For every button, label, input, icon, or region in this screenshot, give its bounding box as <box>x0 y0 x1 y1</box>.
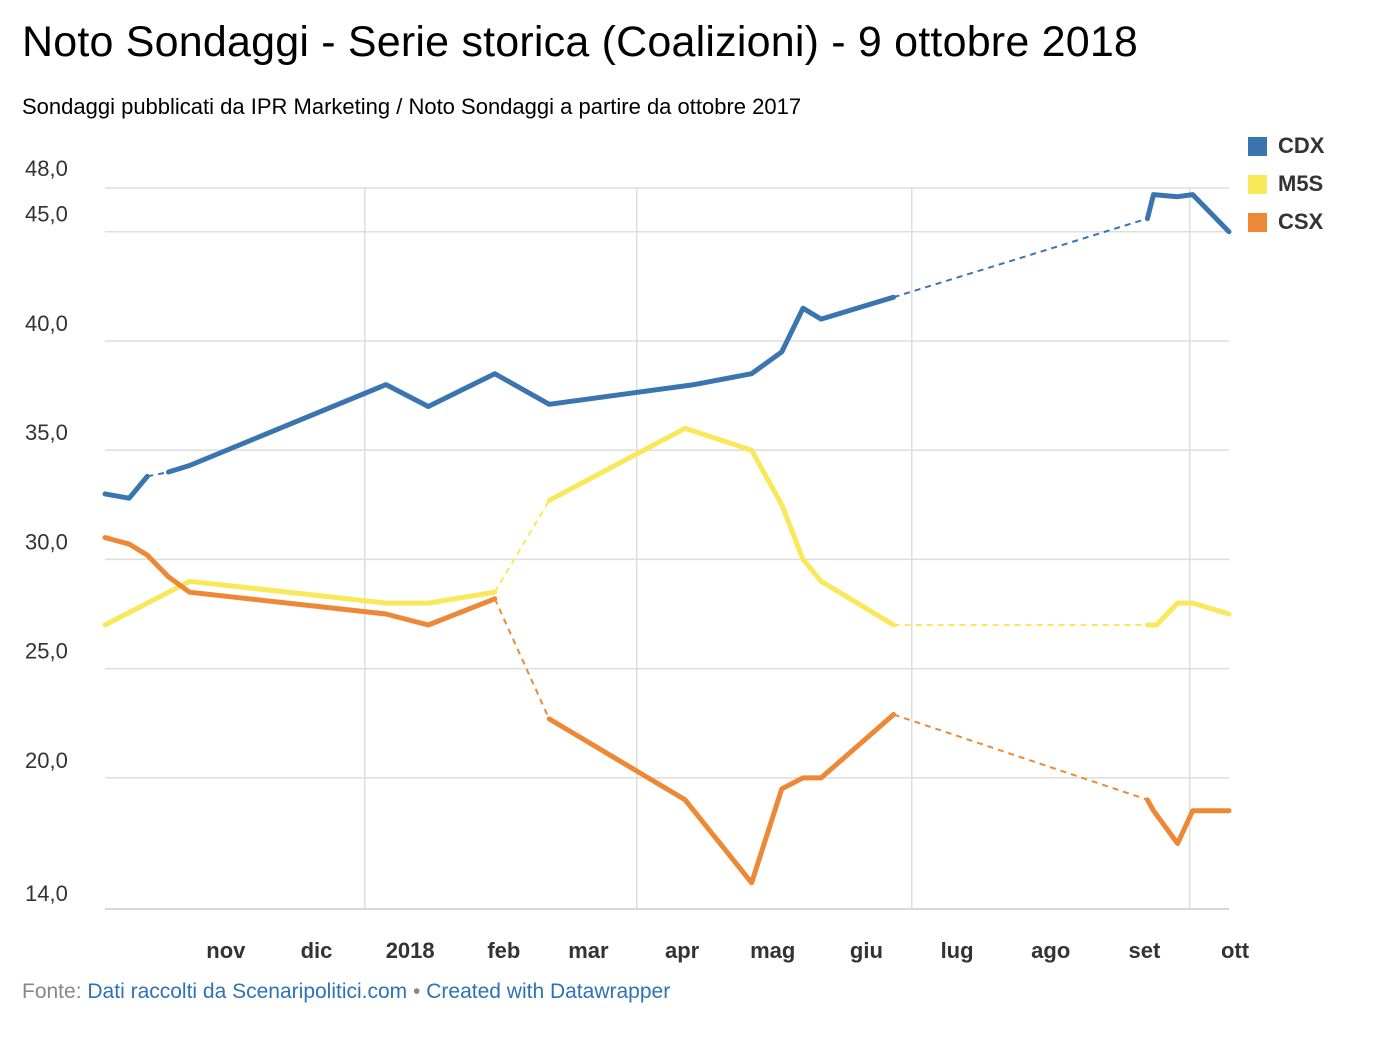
legend-item-csx: CSX <box>1248 203 1324 241</box>
legend: CDX M5S CSX <box>1248 127 1324 241</box>
series-line-csx <box>1144 797 1232 846</box>
legend-item-m5s: M5S <box>1248 165 1324 203</box>
series-gap-cdx <box>893 217 1148 299</box>
legend-swatch-csx <box>1248 212 1267 232</box>
legend-label-cdx: CDX <box>1278 133 1325 158</box>
series-line-m5s <box>1144 600 1232 628</box>
x-tick-label: mar <box>568 938 609 963</box>
series-line-cdx <box>166 294 897 475</box>
x-tick-label: apr <box>665 938 700 963</box>
datawrapper-credit-link[interactable]: Created with Datawrapper <box>426 980 671 1003</box>
y-tick-label: 25,0 <box>25 639 68 664</box>
chart-subtitle: Sondaggi pubblicati da IPR Marketing / N… <box>22 94 802 119</box>
source-label: Fonte: <box>22 980 82 1003</box>
x-tick-label: ott <box>1221 938 1250 963</box>
x-tick-label: feb <box>487 938 520 963</box>
x-tick-label: set <box>1128 938 1160 963</box>
series-line-cdx <box>1144 192 1232 235</box>
x-tick-label: lug <box>941 938 974 963</box>
legend-swatch-cdx <box>1248 136 1267 156</box>
legend-swatch-m5s <box>1248 174 1267 194</box>
x-tick-label: dic <box>301 938 333 963</box>
legend-label-m5s: M5S <box>1278 171 1324 196</box>
chart-title: Noto Sondaggi - Serie storica (Coalizion… <box>22 18 1139 66</box>
series-gap-m5s <box>493 499 551 593</box>
series-line-cdx <box>102 473 150 501</box>
series-gap-cdx <box>147 471 169 478</box>
chart-footer: Fonte: Dati raccolti da Scenaripolitici.… <box>22 980 670 1004</box>
series-line-m5s <box>102 578 498 628</box>
series-line-csx <box>102 535 498 628</box>
y-tick-label: 14,0 <box>25 881 68 906</box>
footer-separator: • <box>413 980 421 1003</box>
series-line-m5s <box>546 425 897 628</box>
x-tick-label: mag <box>750 938 795 963</box>
legend-item-cdx: CDX <box>1248 127 1324 165</box>
x-tick-label: nov <box>206 938 246 963</box>
series-gap-csx <box>493 598 551 720</box>
x-tick-label: 2018 <box>386 938 435 963</box>
y-tick-label: 35,0 <box>25 420 68 445</box>
y-tick-label: 48,0 <box>25 156 68 181</box>
y-tick-label: 45,0 <box>25 202 68 227</box>
legend-label-csx: CSX <box>1278 209 1324 234</box>
y-tick-label: 20,0 <box>25 748 68 773</box>
y-tick-label: 30,0 <box>25 529 68 554</box>
y-tick-label: 40,0 <box>25 311 68 336</box>
series-line-csx <box>546 712 897 886</box>
source-link[interactable]: Dati raccolti da Scenaripolitici.com <box>87 980 408 1003</box>
series-gap-csx <box>893 713 1148 801</box>
x-tick-label: ago <box>1031 938 1070 963</box>
x-tick-label: giu <box>850 938 883 963</box>
